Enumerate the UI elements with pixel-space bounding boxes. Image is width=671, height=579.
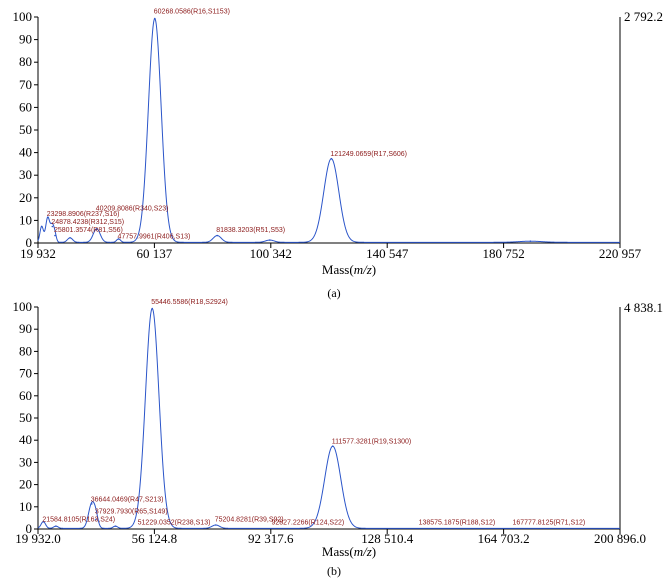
peak-point	[54, 234, 56, 237]
x-tick-label: 180 752	[482, 246, 524, 261]
peak-annotation: 81838.3203(R51,S53)	[216, 227, 285, 234]
y-tick-label: 70	[19, 77, 32, 92]
y-tick-label: 60	[19, 99, 32, 114]
peak-annotation: 138575.1875(R188,S12)	[419, 520, 496, 527]
y-tick-label: 0	[26, 235, 33, 250]
x-axis-label-suffix: )	[372, 262, 376, 277]
panel-caption: (a)	[327, 286, 340, 300]
peak-point	[95, 518, 97, 521]
y-tick-label: 10	[19, 499, 32, 514]
peak-point	[151, 307, 154, 310]
x-tick-label: 164 703.2	[478, 531, 530, 546]
x-axis-label-prefix: Mass(	[322, 262, 354, 277]
peak-annotation: 23298.8906(R237,S16)	[47, 211, 120, 218]
y-tick-label: 50	[19, 410, 32, 425]
x-tick-label: 100 342	[250, 246, 292, 261]
y-tick-label: 30	[19, 167, 32, 182]
y-tick-label: 0	[26, 521, 33, 536]
y-tick-label: 80	[19, 54, 32, 69]
peak-annotation: 92827.2266(R124,S22)	[271, 520, 344, 527]
spectrum-trace	[37, 17, 620, 243]
y-tick-label: 40	[19, 145, 32, 160]
x-axis-label: Mass(m/z)	[322, 262, 376, 277]
peak-point	[117, 238, 120, 240]
x-tick-label: 92 317.6	[248, 531, 294, 546]
x-tick-label: 140 547	[366, 246, 409, 261]
peak-point	[330, 157, 333, 160]
peak-annotation: 75204.8281(R39,S92)	[215, 516, 284, 523]
y-tick-label: 20	[19, 477, 32, 492]
peak-point	[331, 445, 334, 447]
peak-annotation: 60268.0586(R16,S1153)	[154, 9, 230, 16]
peak-point	[51, 225, 54, 228]
x-tick-label: 19 932	[20, 246, 56, 261]
peak-point	[42, 520, 45, 523]
x-axis-label-prefix: Mass(	[322, 544, 354, 559]
peak-point	[40, 225, 43, 228]
x-axis-label-italic: m/z	[354, 262, 372, 277]
peak-point	[269, 239, 271, 241]
y-tick-label: 60	[19, 388, 32, 403]
x-tick-label: 128 510.4	[361, 531, 414, 546]
x-tick-label: 220 957	[599, 246, 642, 261]
peak-annotation: 167777.8125(R71,S12)	[512, 520, 585, 527]
y-tick-label: 40	[19, 432, 32, 447]
spectrum-panel-a: 0 10 20 30 40 50 60 70 80 90 100 19 932 60 137 100 34…	[13, 9, 664, 300]
y-tick-label: 100	[13, 9, 33, 24]
y-tick-label: 30	[19, 454, 32, 469]
peak-annotation: 24878.4238(R312,S15)	[51, 219, 124, 226]
peak-annotation: 111577.3281(R19,S1300)	[332, 439, 412, 446]
max-intensity-label: 2 792.2	[624, 9, 663, 24]
y-tick-label: 80	[19, 343, 32, 358]
peak-annotation: 121249.0659(R17,S606)	[330, 151, 407, 158]
peak-point	[216, 234, 219, 237]
panel-caption: (b)	[327, 564, 341, 578]
peak-point	[46, 216, 49, 219]
x-tick-label: 56 124.8	[132, 531, 178, 546]
peak-point	[90, 503, 93, 505]
peak-point	[69, 237, 71, 239]
x-axis-label: Mass(m/z)	[322, 544, 376, 559]
peak-point	[114, 525, 117, 527]
peak-annotation: 47757.9961(R406,S13)	[118, 234, 191, 241]
y-tick-label: 10	[19, 212, 32, 227]
y-tick-label: 90	[19, 32, 32, 47]
peak-annotation: 37929.7930(R65,S149)	[95, 509, 168, 516]
peak-annotation: 51229.0352(R238,S13)	[138, 520, 211, 527]
peak-annotation: 21584.8105(R163,S24)	[42, 516, 115, 523]
x-tick-label: 19 932.0	[15, 531, 61, 546]
y-tick-label: 90	[19, 321, 32, 336]
y-tick-label: 100	[13, 299, 33, 314]
peak-point	[214, 524, 217, 526]
peak-point	[529, 240, 532, 242]
y-tick-label: 20	[19, 190, 32, 205]
spectrum-trace	[37, 307, 620, 529]
x-tick-label: 60 137	[137, 246, 173, 261]
y-tick-label: 70	[19, 366, 32, 381]
peak-point	[95, 227, 98, 230]
peak-point	[55, 525, 57, 527]
y-tick-label: 50	[19, 122, 32, 137]
peak-point	[153, 17, 156, 20]
max-intensity-label: 4 838.1	[624, 300, 663, 315]
peak-annotation: 55446.5586(R18,S2924)	[151, 299, 228, 306]
spectrum-panel-b: 0 10 20 30 40 50 60 70 80 90 100 19 932.0 56 124.8 92…	[13, 299, 664, 578]
x-tick-label: 200 896.0	[594, 531, 646, 546]
x-axis-label-suffix: )	[372, 544, 376, 559]
x-axis-label-italic: m/z	[354, 544, 372, 559]
peak-annotation: 36644.0469(R47,S213)	[91, 496, 164, 503]
peak-annotation: 25801.3574(R81,S56)	[54, 227, 123, 234]
peak-annotation: 40209.8086(R340,S23)	[96, 205, 169, 212]
